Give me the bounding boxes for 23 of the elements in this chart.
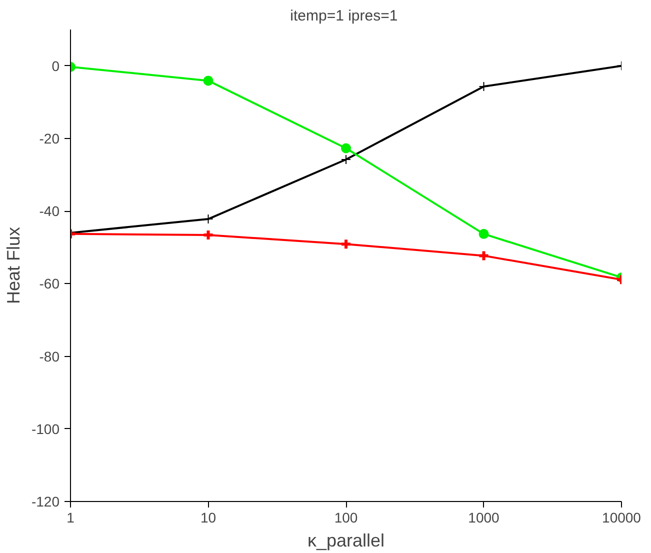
y-tick-label: -60 (39, 276, 60, 292)
point (341, 143, 351, 154)
y-tick-label: -80 (39, 348, 60, 364)
point (340, 238, 352, 250)
y-tick-label: -100 (31, 420, 60, 437)
y-axis-title: Heat Flux (3, 226, 24, 304)
y-tick-label: -120 (31, 494, 60, 510)
x-tick-label: 1000 (468, 510, 500, 526)
point (202, 229, 214, 241)
y-tick-label: 0 (52, 58, 60, 74)
point (478, 228, 489, 239)
y-tick-label: -20 (39, 130, 60, 146)
point (478, 82, 489, 92)
y-tick-label: -40 (39, 203, 60, 220)
point (203, 76, 214, 86)
x-tick-label: 10 (200, 510, 216, 526)
x-tick-label: 1 (66, 510, 75, 526)
x-axis-title: κ_parallel (307, 530, 385, 550)
point (341, 154, 351, 164)
point (478, 250, 490, 262)
chart-title: itemp=1 ipres=1 (290, 8, 398, 24)
x-tick-label: 10000 (602, 510, 642, 526)
x-tick-label: 100 (334, 510, 358, 526)
